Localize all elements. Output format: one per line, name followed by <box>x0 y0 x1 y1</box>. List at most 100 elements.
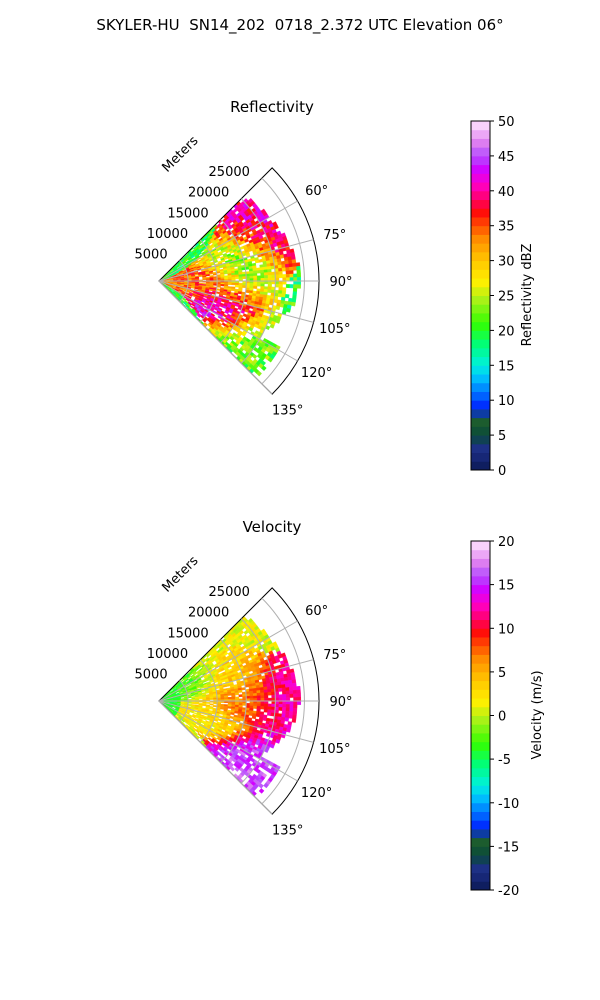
colorbar-step <box>471 654 490 664</box>
echo-cell <box>263 269 268 273</box>
echo-cell <box>217 718 223 722</box>
echo-cell <box>260 283 265 287</box>
echo-cell <box>285 687 290 692</box>
echo-cell <box>263 286 269 290</box>
colorbar-step <box>471 190 490 201</box>
radial-tick-label: 25000 <box>209 585 250 600</box>
echo-cell <box>288 714 294 719</box>
echo-cell <box>282 690 287 695</box>
echo-cell <box>263 782 269 789</box>
echo-cell <box>292 711 297 716</box>
colorbar-step <box>471 400 490 410</box>
colorbar-tick-label: 10 <box>498 622 515 637</box>
echo-cell <box>261 365 267 372</box>
colorbar-step <box>471 269 490 279</box>
echo-cell <box>277 293 283 298</box>
echo-cell <box>231 282 236 286</box>
echo-cell <box>296 700 302 705</box>
echo-cell <box>205 274 210 277</box>
colorbar-tick-label: 0 <box>498 464 506 479</box>
colorbar-tick-label: 35 <box>498 220 515 235</box>
echo-cell <box>209 707 214 710</box>
echo-cell <box>282 287 287 292</box>
colorbar-step <box>471 575 490 586</box>
echo-cell <box>227 693 232 696</box>
colorbar-step <box>471 408 490 419</box>
echo-cell <box>281 710 287 715</box>
figure-title: SKYLER-HU SN14_202 0718_2.372 UTC Elevat… <box>96 16 504 34</box>
echo-cell <box>266 712 272 716</box>
echo-cell <box>253 703 258 707</box>
echo-cell <box>296 685 301 691</box>
echo-cell <box>281 267 287 272</box>
echo-cell <box>278 267 283 272</box>
velocity-colorbar: -20 -15 -10 -5 0 5 10 15 20 Velocity (m/s) <box>470 535 545 899</box>
echo-cell <box>256 695 261 699</box>
reflectivity-colorbar-label: Reflectivity dBZ <box>520 244 535 347</box>
colorbar-step <box>471 794 490 804</box>
colorbar-step <box>471 759 490 769</box>
echo-cell <box>289 707 294 712</box>
echo-cell <box>278 694 283 699</box>
echo-cell <box>263 706 269 710</box>
echo-cell <box>220 284 225 287</box>
colorbar-step <box>471 558 490 568</box>
echo-cell <box>248 712 253 717</box>
colorbar-step <box>471 636 490 647</box>
reflectivity-title: Reflectivity <box>230 98 314 116</box>
echo-cell <box>281 684 286 689</box>
echo-cell <box>285 690 290 695</box>
angle-tick-label: 105° <box>319 742 350 757</box>
echo-cell <box>285 273 291 278</box>
echo-cell <box>255 713 261 718</box>
echo-cell <box>292 287 298 293</box>
echo-cell <box>275 318 281 324</box>
colorbar-step <box>471 846 490 856</box>
echo-cell <box>285 707 290 712</box>
radial-tick-label: 5000 <box>135 667 168 682</box>
angle-tick-label: 90° <box>329 275 352 290</box>
echo-cell <box>293 700 298 705</box>
colorbar-step <box>471 671 490 682</box>
echo-cell <box>251 715 257 720</box>
colorbar-step <box>471 312 490 323</box>
echo-cell <box>260 272 265 276</box>
angle-tick-label: 90° <box>329 695 352 710</box>
radial-tick-label: 10000 <box>147 647 188 662</box>
echo-cell <box>285 693 291 698</box>
echo-cell <box>249 283 254 287</box>
colorbar-step <box>471 260 490 270</box>
echo-cell <box>253 693 258 697</box>
echo-cell <box>253 695 258 699</box>
echo-cell <box>263 689 268 693</box>
echo-cell <box>285 284 291 289</box>
colorbar-step <box>471 208 490 218</box>
colorbar-step <box>471 461 490 471</box>
echo-cell <box>269 743 275 749</box>
echo-cell <box>231 276 236 280</box>
echo-cell <box>285 267 290 272</box>
echo-cell <box>284 263 290 268</box>
colorbar-tick-label: 20 <box>498 535 515 550</box>
angle-tick-label: 60° <box>305 184 328 199</box>
echo-cell <box>227 276 232 280</box>
radial-axis-label: Meters <box>160 553 202 595</box>
echo-cell <box>293 273 298 278</box>
colorbar-step <box>471 374 490 384</box>
echo-cell <box>234 284 240 288</box>
echo-cell <box>289 690 294 695</box>
echo-cell <box>267 274 272 279</box>
echo-cell <box>281 687 287 692</box>
echo-cell <box>296 697 302 702</box>
colorbar-tick-label: 45 <box>498 150 515 165</box>
echo-cell <box>278 703 283 708</box>
echo-cell <box>264 703 269 707</box>
echo-cell <box>267 289 272 294</box>
radial-tick-label: 25000 <box>209 165 250 180</box>
echo-cell <box>292 682 297 688</box>
colorbar-step <box>471 767 490 778</box>
echo-cell <box>209 272 214 275</box>
colorbar-tick-label: 10 <box>498 394 515 409</box>
echo-cell <box>191 702 196 705</box>
